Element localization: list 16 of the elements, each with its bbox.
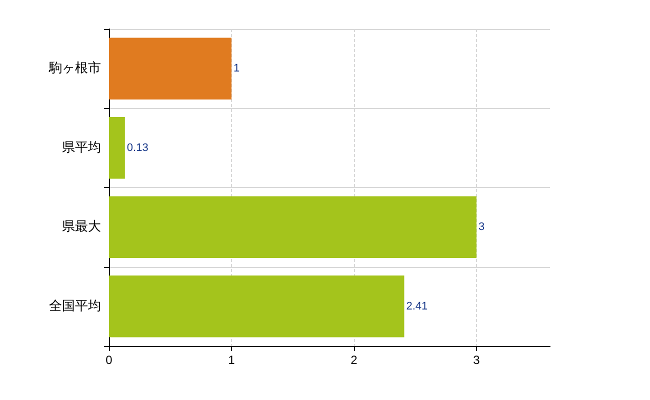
data-label: 1 <box>234 62 240 75</box>
y-tick-label: 県平均 <box>62 140 101 156</box>
y-tick-label: 全国平均 <box>49 298 101 314</box>
data-label: 2.41 <box>406 300 428 312</box>
x-tick-label: 1 <box>228 353 236 367</box>
y-tick-label: 駒ヶ根市 <box>48 61 101 76</box>
bar <box>109 196 476 258</box>
data-label: 3 <box>478 221 485 234</box>
bar <box>109 38 232 100</box>
x-tick-label: 2 <box>350 353 358 367</box>
y-tick-label: 県最大 <box>62 220 101 235</box>
bar <box>109 116 125 179</box>
bar <box>109 275 404 338</box>
data-label: 0.13 <box>126 142 148 154</box>
x-tick-label: 3 <box>473 353 480 367</box>
x-tick-label: 0 <box>106 353 113 367</box>
